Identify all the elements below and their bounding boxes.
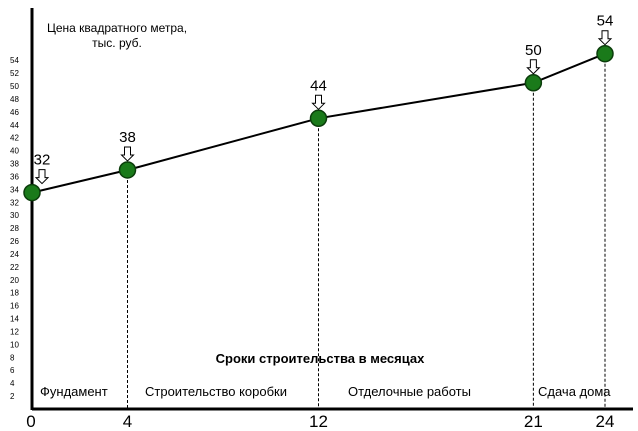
y-tick-label-24: 24 xyxy=(10,250,19,259)
y-tick-label-6: 6 xyxy=(10,366,15,375)
down-arrow-icon xyxy=(526,59,541,75)
x-tick-label-0: 0 xyxy=(26,412,35,431)
x-tick-label-12: 12 xyxy=(309,412,328,431)
data-label-50: 50 xyxy=(525,42,542,59)
down-arrow-icon xyxy=(120,146,135,162)
data-point-12 xyxy=(309,109,328,128)
x-tick-label-4: 4 xyxy=(123,412,132,431)
data-label-54: 54 xyxy=(597,13,614,30)
y-axis-label-line-2: тыс. руб. xyxy=(92,36,142,50)
down-arrow-icon xyxy=(311,94,326,111)
data-labels: 32 38 44 50 54 xyxy=(34,13,614,169)
y-tick-label-54: 54 xyxy=(10,56,19,65)
data-point-0 xyxy=(23,183,41,202)
phase-label-finishing: Отделочные работы xyxy=(348,384,471,399)
y-tick-label-30: 30 xyxy=(10,211,19,220)
y-tick-label-26: 26 xyxy=(10,237,19,246)
y-tick-label-12: 12 xyxy=(10,327,19,336)
phase-label-handover: Сдача дома xyxy=(538,384,611,399)
y-tick-label-36: 36 xyxy=(10,172,19,181)
y-tick-label-14: 14 xyxy=(10,315,19,324)
y-tick-label-2: 2 xyxy=(10,392,15,401)
y-tick-label-50: 50 xyxy=(10,82,19,91)
data-points xyxy=(23,44,614,202)
y-tick-labels: 2468101214161820222426283032343638404244… xyxy=(10,56,19,401)
y-tick-label-32: 32 xyxy=(10,198,19,207)
y-tick-label-4: 4 xyxy=(10,379,15,388)
down-arrow-icon xyxy=(34,169,50,185)
data-point-24 xyxy=(596,44,614,63)
arrow-markers xyxy=(34,30,613,185)
y-tick-label-28: 28 xyxy=(10,224,19,233)
y-tick-label-46: 46 xyxy=(10,108,19,117)
x-tick-label-21: 21 xyxy=(524,412,543,431)
y-tick-label-16: 16 xyxy=(10,302,19,311)
y-tick-label-38: 38 xyxy=(10,160,19,169)
phase-label-frame: Строительство коробки xyxy=(145,384,287,399)
data-point-21 xyxy=(524,74,543,92)
x-tick-labels: 0 4 12 21 24 xyxy=(26,412,614,431)
guide-lines xyxy=(127,53,606,409)
y-tick-label-20: 20 xyxy=(10,276,19,285)
down-arrow-icon xyxy=(597,30,613,46)
data-point-4 xyxy=(118,161,137,179)
data-label-32: 32 xyxy=(34,152,51,169)
y-tick-label-8: 8 xyxy=(10,353,15,362)
y-tick-label-52: 52 xyxy=(10,69,19,78)
y-tick-label-18: 18 xyxy=(10,289,19,298)
y-axis-label-line-1: Цена квадратного метра, xyxy=(47,21,187,35)
y-tick-label-34: 34 xyxy=(10,185,19,194)
phase-label-foundation: Фундамент xyxy=(40,384,108,399)
data-label-38: 38 xyxy=(119,129,136,146)
y-tick-label-22: 22 xyxy=(10,263,19,272)
y-tick-label-42: 42 xyxy=(10,134,19,143)
x-tick-label-24: 24 xyxy=(596,412,615,431)
y-tick-label-10: 10 xyxy=(10,340,19,349)
y-tick-label-40: 40 xyxy=(10,147,19,156)
x-axis-label: Сроки строительства в месяцах xyxy=(216,351,425,366)
y-tick-label-48: 48 xyxy=(10,95,19,104)
data-label-44: 44 xyxy=(310,77,327,94)
y-tick-label-44: 44 xyxy=(10,121,19,130)
